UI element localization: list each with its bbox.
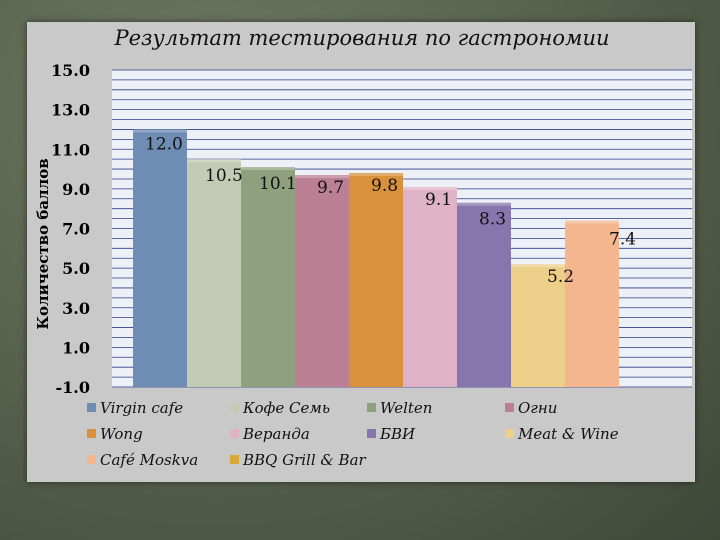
- legend: Virgin cafe Кофе Семь Welten Огни Wong Веранд…: [87, 399, 619, 469]
- y-tick-label: 11.0: [51, 140, 90, 159]
- y-tick-label: 15.0: [51, 61, 90, 80]
- data-labels: 12.0 10.5 10.1 9.7 9.8 9.1 8.3 5.2 7.4: [145, 134, 636, 287]
- data-label: 10.1: [259, 174, 297, 194]
- y-tick-label: 5.0: [62, 259, 90, 278]
- legend-swatch: [367, 403, 376, 412]
- bars: [133, 129, 619, 387]
- data-label: 8.3: [479, 210, 506, 230]
- data-label: 9.7: [317, 178, 344, 198]
- chart-title: Результат тестирования по гастрономии: [114, 26, 610, 50]
- legend-entry: Meat & Wine: [517, 425, 619, 443]
- bar: [403, 186, 457, 387]
- legend-swatch: [87, 455, 96, 464]
- data-label: 12.0: [145, 134, 183, 154]
- bar-highlight: [403, 186, 457, 190]
- legend-entry: Огни: [518, 399, 557, 417]
- legend-swatch: [230, 429, 239, 438]
- data-label: 7.4: [609, 230, 636, 250]
- chart-slide: Результат тестирования по гастрономии 15…: [27, 22, 695, 482]
- bar: [295, 175, 349, 387]
- bar-chart: Результат тестирования по гастрономии 15…: [34, 26, 692, 469]
- bar: [511, 264, 565, 387]
- legend-entry: Virgin cafe: [100, 399, 183, 417]
- legend-entry: БВИ: [379, 425, 416, 443]
- legend-swatch: [367, 429, 376, 438]
- y-axis-label: Количество баллов: [34, 158, 52, 329]
- y-axis-ticks: 15.0 13.0 11.0 9.0 7.0 5.0 3.0 1.0 -1.0: [51, 61, 90, 397]
- legend-swatch: [505, 429, 514, 438]
- legend-swatch: [87, 403, 96, 412]
- bar: [349, 173, 403, 387]
- bar-highlight: [349, 173, 403, 177]
- y-tick-label: 9.0: [62, 180, 90, 199]
- y-tick-label: -1.0: [56, 378, 90, 397]
- legend-swatch: [505, 403, 514, 412]
- data-label: 9.8: [371, 176, 398, 196]
- bar-highlight: [511, 264, 565, 268]
- legend-entry: Café Moskva: [100, 451, 198, 469]
- legend-swatch: [230, 403, 239, 412]
- bar-highlight: [133, 129, 187, 133]
- bar: [187, 159, 241, 387]
- bar-highlight: [241, 167, 295, 171]
- legend-entry: BBQ Grill & Bar: [242, 451, 367, 469]
- data-label: 10.5: [205, 166, 243, 186]
- legend-entry: Welten: [380, 399, 432, 417]
- legend-entry: Wong: [100, 425, 143, 443]
- y-tick-label: 7.0: [62, 220, 90, 239]
- bar-highlight: [565, 220, 619, 224]
- bar: [133, 129, 187, 387]
- legend-swatch: [87, 429, 96, 438]
- legend-swatch: [230, 455, 239, 464]
- bar: [457, 202, 511, 387]
- data-label: 5.2: [547, 267, 574, 287]
- bar-highlight: [187, 159, 241, 163]
- data-label: 9.1: [425, 190, 452, 210]
- y-tick-label: 13.0: [51, 101, 90, 120]
- bar: [241, 167, 295, 387]
- y-tick-label: 1.0: [62, 338, 90, 357]
- legend-entry: Кофе Семь: [242, 399, 330, 417]
- bar: [565, 220, 619, 387]
- y-tick-label: 3.0: [62, 299, 90, 318]
- bar-highlight: [457, 202, 511, 206]
- legend-entry: Веранда: [242, 425, 310, 443]
- bar-highlight: [295, 175, 349, 179]
